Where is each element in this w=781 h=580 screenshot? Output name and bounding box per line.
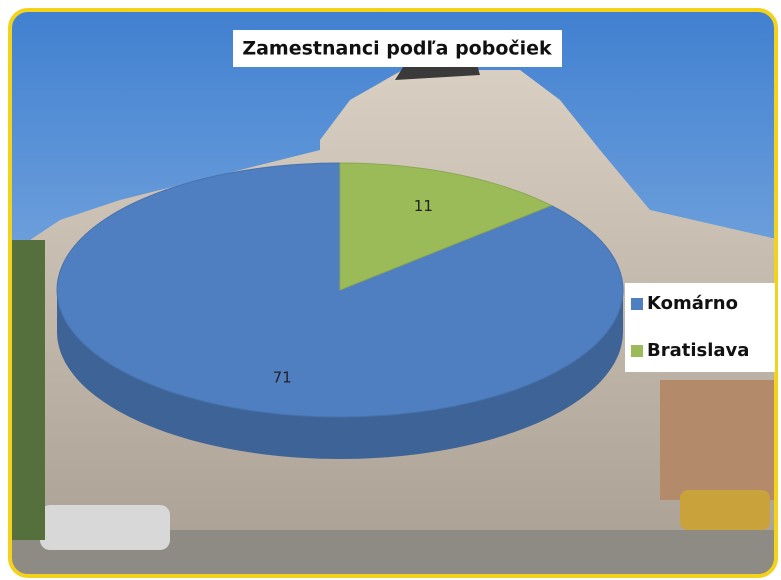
legend-label: Komárno	[647, 293, 738, 314]
chart-title: Zamestnanci podľa pobočiek	[242, 38, 552, 60]
legend-swatch	[631, 298, 643, 310]
legend-swatch	[631, 345, 643, 357]
data-label: 11	[414, 197, 433, 215]
legend-label: Bratislava	[647, 340, 749, 361]
pie: 71 11	[57, 163, 623, 459]
chart: Zamestnanci podľa pobočiek 71 11 Komárno B…	[0, 0, 781, 580]
data-label: 71	[273, 368, 292, 386]
